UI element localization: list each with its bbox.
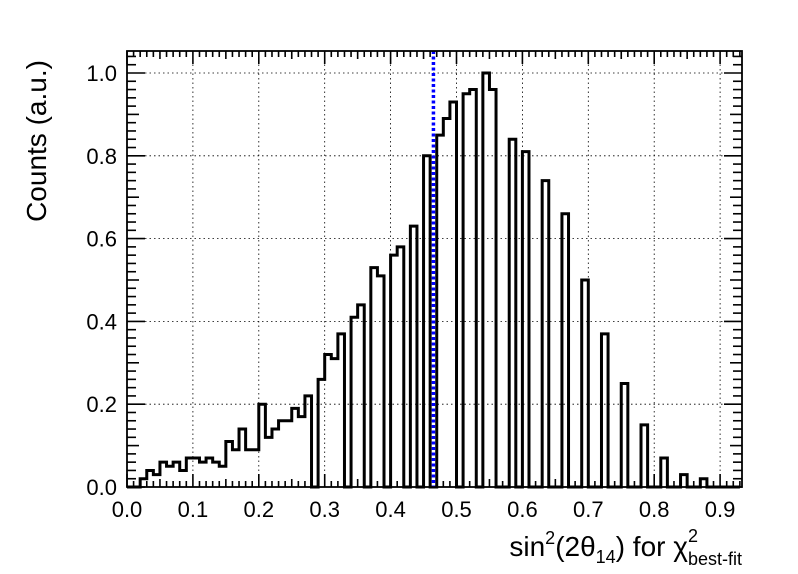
x-title-sup1: 2: [545, 528, 555, 548]
x-tick-label: 0.4: [375, 497, 406, 522]
x-title-after: ) for χ: [616, 531, 689, 562]
x-tick-label: 0.3: [309, 497, 340, 522]
x-title-sup2: 2: [688, 526, 698, 546]
y-tick-label: 0.4: [86, 309, 117, 334]
histogram-bin: [285, 421, 292, 487]
y-tick-label: 0.0: [86, 475, 117, 500]
axis-ticks: [126, 51, 742, 488]
x-tick-label: 0.6: [507, 497, 538, 522]
histogram-bin: [279, 421, 286, 487]
histogram-bin: [298, 417, 305, 487]
histogram-bin: [252, 450, 259, 487]
histogram-bin: [443, 119, 450, 487]
y-tick-labels: 0.0 0.2 0.4 0.6 0.8 1.0: [86, 61, 117, 500]
x-title-sub2: best-fit: [688, 549, 742, 569]
x-title-sub1: 14: [596, 547, 616, 567]
histogram-bin: [219, 466, 226, 487]
histogram-bin: [246, 450, 253, 487]
histogram-bin: [265, 437, 272, 487]
x-title-base: sin: [509, 531, 545, 562]
x-tick-label: 0.0: [112, 497, 143, 522]
y-tick-label: 1.0: [86, 61, 117, 86]
x-tick-label: 0.5: [441, 497, 472, 522]
y-tick-label: 0.6: [86, 227, 117, 252]
x-tick-label: 0.9: [705, 497, 736, 522]
x-title-mid: (2θ: [555, 531, 595, 562]
histogram-series: [127, 71, 740, 489]
x-tick-labels: 0.0 0.1 0.2 0.3 0.4 0.5 0.6 0.7 0.8 0.9: [112, 497, 736, 522]
plot-frame: [126, 50, 743, 488]
y-axis-title: Counts (a.u.): [21, 60, 52, 222]
histogram-outline: [127, 71, 740, 489]
histogram-bin: [331, 359, 338, 487]
y-tick-label: 0.8: [86, 144, 117, 169]
histogram-bin: [153, 475, 160, 487]
x-tick-label: 0.2: [244, 497, 275, 522]
x-tick-label: 0.1: [178, 497, 209, 522]
histogram-bin: [232, 450, 239, 487]
histogram-bin: [167, 466, 174, 487]
y-tick-label: 0.2: [86, 392, 117, 417]
histogram-bin: [199, 462, 206, 487]
x-axis-title: sin2(2θ14) for χ2 best-fit: [509, 526, 742, 569]
histogram-bin: [180, 470, 187, 487]
x-tick-label: 0.8: [639, 497, 670, 522]
x-tick-label: 0.7: [573, 497, 604, 522]
